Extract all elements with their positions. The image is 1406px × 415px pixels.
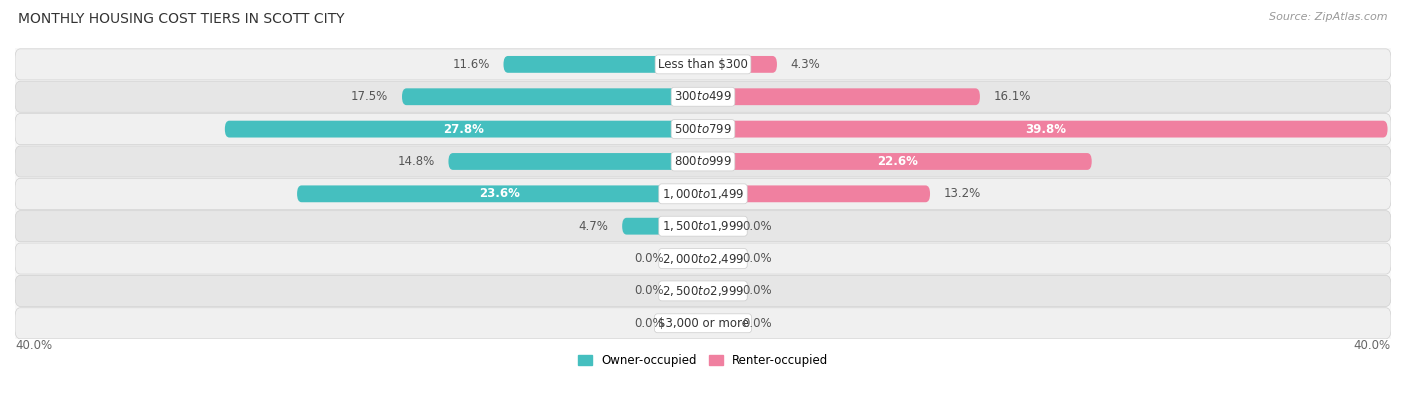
FancyBboxPatch shape: [297, 186, 703, 202]
FancyBboxPatch shape: [623, 218, 703, 234]
Text: 14.8%: 14.8%: [398, 155, 434, 168]
FancyBboxPatch shape: [503, 56, 703, 73]
FancyBboxPatch shape: [15, 146, 1391, 177]
Text: 11.6%: 11.6%: [453, 58, 489, 71]
Text: MONTHLY HOUSING COST TIERS IN SCOTT CITY: MONTHLY HOUSING COST TIERS IN SCOTT CITY: [18, 12, 344, 27]
Text: 23.6%: 23.6%: [479, 187, 520, 200]
FancyBboxPatch shape: [449, 153, 703, 170]
Text: 16.1%: 16.1%: [994, 90, 1031, 103]
FancyBboxPatch shape: [703, 283, 728, 299]
FancyBboxPatch shape: [703, 121, 1388, 137]
FancyBboxPatch shape: [15, 308, 1391, 339]
Text: $300 to $499: $300 to $499: [673, 90, 733, 103]
Text: 40.0%: 40.0%: [1354, 339, 1391, 352]
FancyBboxPatch shape: [703, 88, 980, 105]
Text: $1,500 to $1,999: $1,500 to $1,999: [662, 219, 744, 233]
FancyBboxPatch shape: [402, 88, 703, 105]
Text: 4.3%: 4.3%: [790, 58, 821, 71]
Text: $800 to $999: $800 to $999: [673, 155, 733, 168]
Text: 0.0%: 0.0%: [634, 317, 664, 330]
Text: 0.0%: 0.0%: [742, 252, 772, 265]
FancyBboxPatch shape: [678, 315, 703, 332]
Text: 13.2%: 13.2%: [943, 187, 981, 200]
Text: 0.0%: 0.0%: [742, 317, 772, 330]
Text: 4.7%: 4.7%: [578, 220, 609, 233]
FancyBboxPatch shape: [703, 56, 778, 73]
Text: $2,500 to $2,999: $2,500 to $2,999: [662, 284, 744, 298]
Text: 0.0%: 0.0%: [634, 284, 664, 298]
Text: $1,000 to $1,499: $1,000 to $1,499: [662, 187, 744, 201]
Text: $2,000 to $2,499: $2,000 to $2,499: [662, 251, 744, 266]
FancyBboxPatch shape: [678, 283, 703, 299]
Text: 17.5%: 17.5%: [352, 90, 388, 103]
FancyBboxPatch shape: [703, 186, 929, 202]
FancyBboxPatch shape: [15, 49, 1391, 80]
FancyBboxPatch shape: [678, 250, 703, 267]
FancyBboxPatch shape: [225, 121, 703, 137]
FancyBboxPatch shape: [703, 315, 728, 332]
Text: 22.6%: 22.6%: [877, 155, 918, 168]
FancyBboxPatch shape: [15, 243, 1391, 274]
FancyBboxPatch shape: [703, 250, 728, 267]
Text: 0.0%: 0.0%: [634, 252, 664, 265]
Text: $3,000 or more: $3,000 or more: [658, 317, 748, 330]
FancyBboxPatch shape: [15, 114, 1391, 145]
Text: 0.0%: 0.0%: [742, 220, 772, 233]
Text: 39.8%: 39.8%: [1025, 122, 1066, 136]
Text: Source: ZipAtlas.com: Source: ZipAtlas.com: [1270, 12, 1388, 22]
Text: 27.8%: 27.8%: [443, 122, 484, 136]
FancyBboxPatch shape: [15, 211, 1391, 242]
Text: $500 to $799: $500 to $799: [673, 122, 733, 136]
Text: 0.0%: 0.0%: [742, 284, 772, 298]
Text: Less than $300: Less than $300: [658, 58, 748, 71]
FancyBboxPatch shape: [15, 178, 1391, 209]
Legend: Owner-occupied, Renter-occupied: Owner-occupied, Renter-occupied: [572, 349, 834, 371]
FancyBboxPatch shape: [703, 218, 728, 234]
Text: 40.0%: 40.0%: [15, 339, 52, 352]
FancyBboxPatch shape: [15, 276, 1391, 306]
FancyBboxPatch shape: [703, 153, 1091, 170]
FancyBboxPatch shape: [15, 81, 1391, 112]
